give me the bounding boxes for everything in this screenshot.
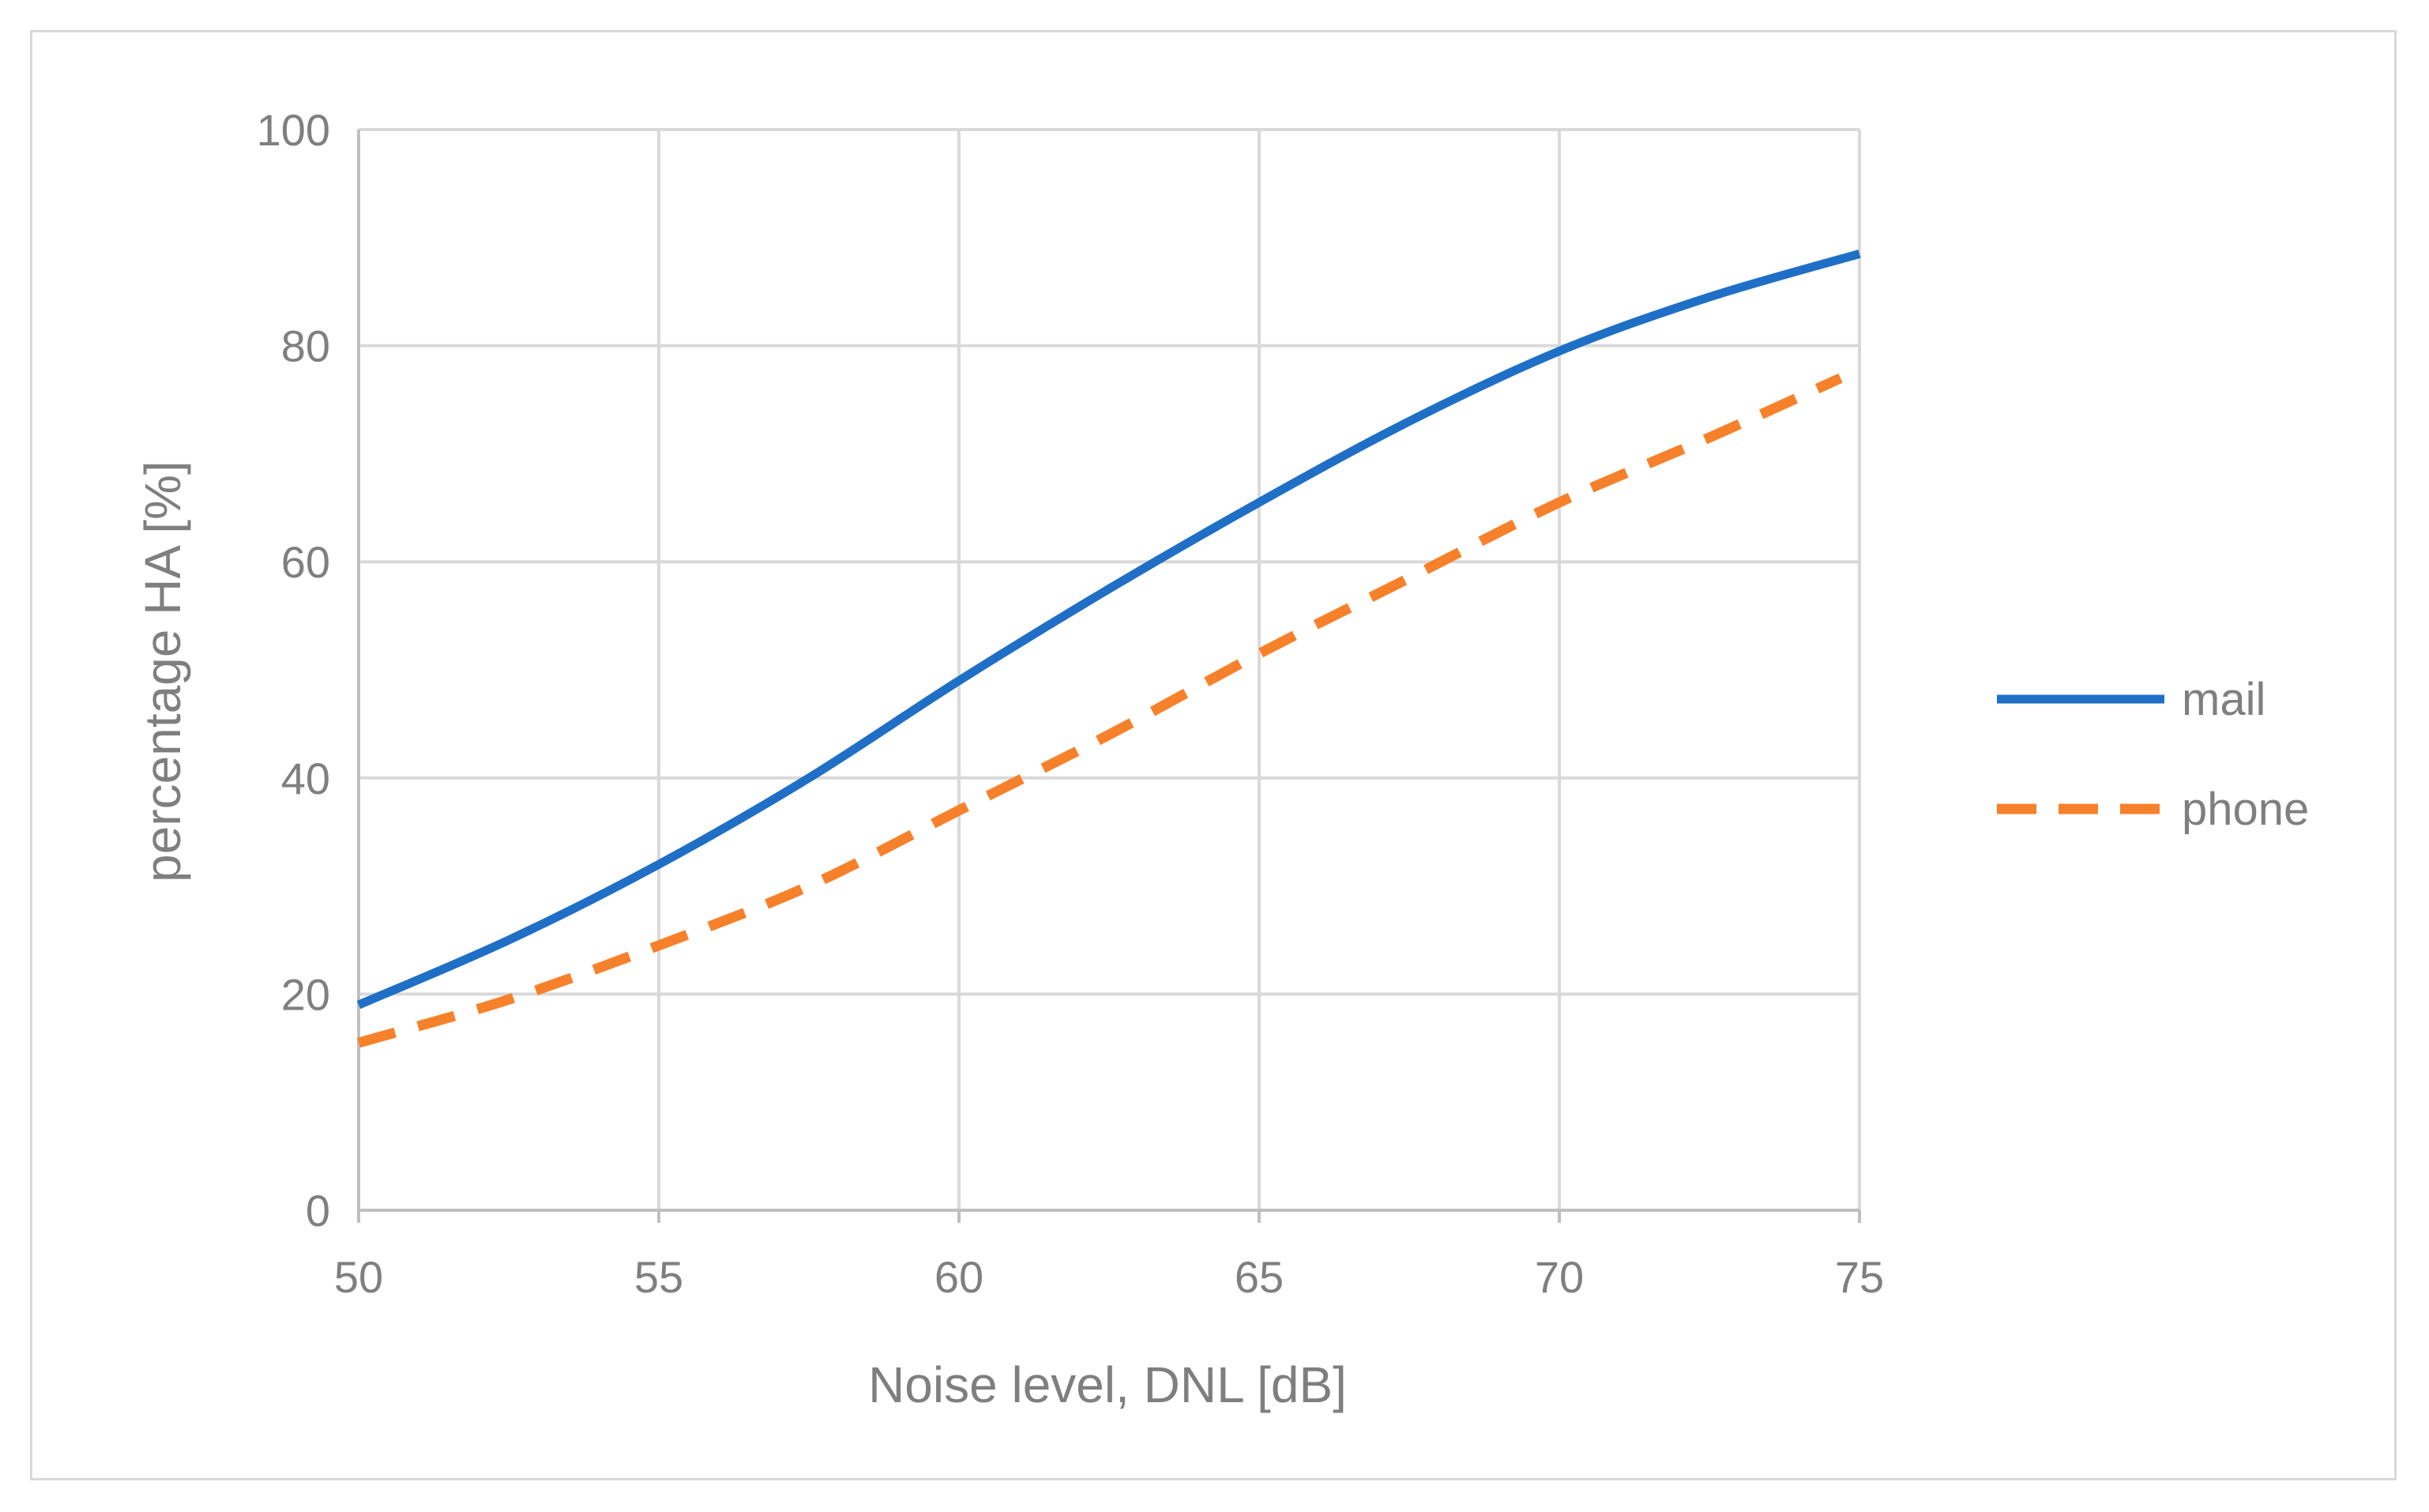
x-tick-label: 50 bbox=[334, 1252, 383, 1302]
y-axis-title: percentage HA [%] bbox=[134, 461, 191, 882]
x-tick-label: 65 bbox=[1235, 1252, 1284, 1302]
chart-frame bbox=[30, 30, 2397, 1480]
y-tick-label: 80 bbox=[281, 322, 330, 371]
y-tick-label: 60 bbox=[281, 537, 330, 587]
y-tick-label: 20 bbox=[281, 969, 330, 1019]
x-tick-label: 75 bbox=[1835, 1252, 1884, 1302]
legend-label-mail: mail bbox=[2182, 674, 2265, 725]
series-layer bbox=[356, 250, 1861, 1048]
series-line-mail bbox=[356, 250, 1861, 1010]
tick-label-layer: 0 20 40 60 80 100 50 55 60 65 70 75 bbox=[257, 105, 1885, 1302]
legend: mail phone bbox=[1997, 674, 2309, 835]
x-axis-title: Noise level, DNL [dB] bbox=[868, 1356, 1347, 1413]
series-line-phone bbox=[357, 373, 1843, 1048]
y-tick-label: 40 bbox=[281, 754, 330, 803]
grid-layer bbox=[357, 128, 1861, 1212]
legend-label-phone: phone bbox=[2182, 784, 2309, 835]
axis-layer bbox=[357, 130, 1861, 1223]
x-tick-label: 60 bbox=[934, 1252, 983, 1302]
x-tick-label: 70 bbox=[1535, 1252, 1584, 1302]
x-tick-label: 55 bbox=[634, 1252, 683, 1302]
y-tick-label: 100 bbox=[257, 105, 330, 155]
y-tick-label: 0 bbox=[306, 1186, 330, 1236]
